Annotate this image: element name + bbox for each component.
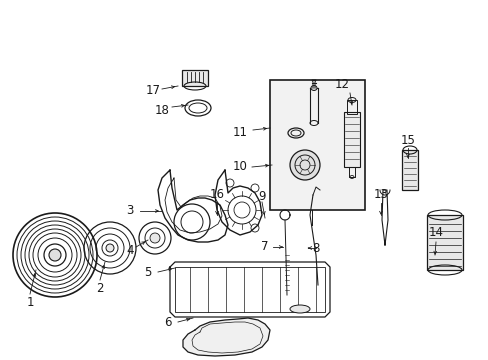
Ellipse shape — [310, 85, 316, 90]
Bar — [401, 150, 417, 190]
Text: 6: 6 — [164, 315, 171, 328]
Polygon shape — [183, 318, 269, 356]
Text: 15: 15 — [400, 134, 415, 147]
Bar — [182, 70, 207, 86]
Text: 16: 16 — [209, 188, 224, 201]
Text: 11: 11 — [232, 126, 247, 139]
Text: 8: 8 — [312, 242, 319, 255]
Text: 17: 17 — [145, 85, 160, 98]
Text: 7: 7 — [261, 240, 268, 253]
Circle shape — [49, 249, 61, 261]
Text: 3: 3 — [126, 204, 133, 217]
Text: 13: 13 — [373, 188, 387, 201]
Text: 2: 2 — [96, 282, 103, 294]
Bar — [269, 80, 364, 210]
Text: 14: 14 — [427, 226, 443, 239]
Bar — [175, 267, 325, 312]
Circle shape — [150, 233, 160, 243]
Text: 10: 10 — [232, 161, 247, 174]
Text: 12: 12 — [334, 77, 349, 90]
Text: 5: 5 — [144, 266, 151, 279]
Bar — [426, 215, 462, 270]
Text: 4: 4 — [126, 243, 134, 256]
Bar — [346, 100, 356, 114]
Text: 9: 9 — [258, 189, 265, 202]
Circle shape — [106, 244, 114, 252]
Bar — [343, 112, 359, 167]
Text: 1: 1 — [26, 296, 34, 309]
Circle shape — [289, 150, 319, 180]
Text: 18: 18 — [154, 104, 169, 117]
Ellipse shape — [289, 305, 309, 313]
